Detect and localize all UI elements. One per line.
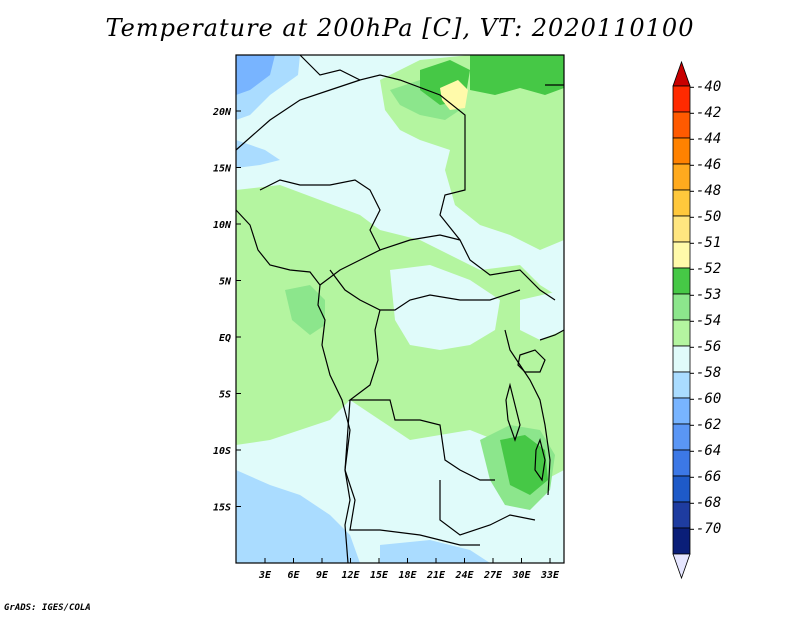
lat-tick-label: 10N	[213, 220, 232, 231]
colorbar-label: -42	[696, 105, 721, 121]
colorbar: -40 -42 -44 -46 -48 -50 -51 -52 -53 -54 -56 -58 -60 -…	[672, 60, 721, 580]
colorbar-swatch	[672, 319, 691, 347]
lat-tick-label: 5N	[219, 277, 232, 288]
lake-tanganyika	[505, 382, 521, 442]
border-4	[379, 234, 461, 251]
lat-tick-label: EQ	[219, 333, 231, 344]
colorbar-label: -52	[696, 261, 721, 277]
border-8	[439, 480, 536, 536]
region-blue-southwest	[236, 470, 360, 563]
colorbar-swatch	[672, 371, 691, 399]
colorbar-swatch	[672, 423, 691, 451]
lat-tick-label: 15N	[213, 164, 232, 175]
region-white-center	[390, 265, 500, 350]
colorbar-label: -64	[696, 443, 721, 459]
colorbar-swatch	[672, 85, 691, 113]
border-3	[259, 179, 381, 286]
colorbar-swatch	[672, 111, 691, 139]
lon-tick-label: 18E	[398, 570, 417, 581]
region-blue-northwest-dark	[236, 55, 275, 95]
colorbar-swatch	[672, 267, 691, 295]
lat-tick-label: 5S	[219, 390, 231, 401]
grads-credit: GrADS: IGES/COLA	[4, 603, 91, 613]
colorbar-label: -62	[696, 417, 721, 433]
lon-tick-label: 30E	[511, 570, 531, 581]
border-6	[348, 309, 495, 481]
colorbar-swatch	[672, 189, 691, 217]
lake-victoria	[517, 349, 546, 373]
colorbar-label: -66	[696, 469, 721, 485]
border-2	[235, 79, 361, 151]
longitude-ticks: 3E 6E 9E 12E 15E 18E 21E 24E 27E 30E 33E	[258, 558, 560, 581]
colorbar-label: -40	[696, 79, 721, 95]
region-green-sahel	[390, 80, 460, 120]
border-10	[539, 329, 565, 341]
map-frame	[235, 54, 565, 564]
region-green-central	[236, 185, 564, 480]
colorbar-swatch	[672, 501, 691, 529]
colorbar-swatch	[672, 397, 691, 425]
region-yellow-patch	[440, 80, 468, 110]
border-1	[299, 54, 556, 301]
colorbar-label: -51	[696, 235, 721, 251]
lon-tick-label: 6E	[287, 570, 300, 581]
border-5	[329, 269, 521, 311]
lon-tick-label: 9E	[316, 570, 329, 581]
colorbar-label: -46	[696, 157, 721, 173]
chart-title: Temperature at 200hPa [C], VT: 202011010…	[105, 14, 695, 42]
colorbar-swatch	[672, 449, 691, 477]
lon-tick-label: 15E	[370, 570, 389, 581]
colorbar-label: -50	[696, 209, 721, 225]
colorbar-label: -70	[696, 521, 721, 537]
region-blue-south	[380, 540, 490, 563]
lon-tick-label: 27E	[483, 570, 503, 581]
colorbar-label: -56	[696, 339, 721, 355]
lon-tick-label: 3E	[258, 570, 272, 581]
coastline-borders	[235, 54, 565, 564]
colorbar-swatch	[672, 475, 691, 503]
region-darkgreen-northeast	[470, 55, 564, 95]
region-green-west-coast	[285, 285, 325, 335]
lake-malawi	[534, 438, 546, 482]
colorbar-swatch	[672, 137, 691, 165]
colorbar-label: -58	[696, 365, 721, 381]
lat-tick-label: 10S	[213, 446, 231, 457]
colorbar-label: -60	[696, 391, 721, 407]
region-blue-west-band	[236, 140, 280, 168]
lon-tick-label: 12E	[341, 570, 360, 581]
border-9	[504, 329, 551, 496]
colorbar-swatch	[672, 241, 691, 269]
latitude-ticks: 20N 15N 10N 5N EQ 5S 10S 15S	[212, 107, 241, 514]
border-7	[344, 399, 480, 546]
colorbar-top-arrow	[672, 60, 691, 87]
colorbar-label: -48	[696, 183, 721, 199]
lon-tick-label: 24E	[454, 570, 474, 581]
colorbar-swatch	[672, 163, 691, 191]
lat-tick-label: 20N	[212, 107, 232, 118]
colorbar-bottom-arrow	[672, 553, 691, 580]
lon-tick-label: 33E	[540, 570, 560, 581]
region-white-east	[520, 290, 564, 340]
colorbar-label: -53	[696, 287, 721, 303]
colorbar-swatch	[672, 345, 691, 373]
colorbar-label: -44	[696, 131, 721, 147]
colorbar-swatch	[672, 215, 691, 243]
colorbar-swatch	[672, 527, 691, 555]
colorbar-label: -54	[696, 313, 721, 329]
colorbar-label: -68	[696, 495, 721, 511]
colorbar-swatch	[672, 293, 691, 321]
lon-tick-label: 21E	[426, 570, 446, 581]
coastline-west	[235, 209, 351, 564]
lat-tick-label: 15S	[213, 503, 231, 514]
